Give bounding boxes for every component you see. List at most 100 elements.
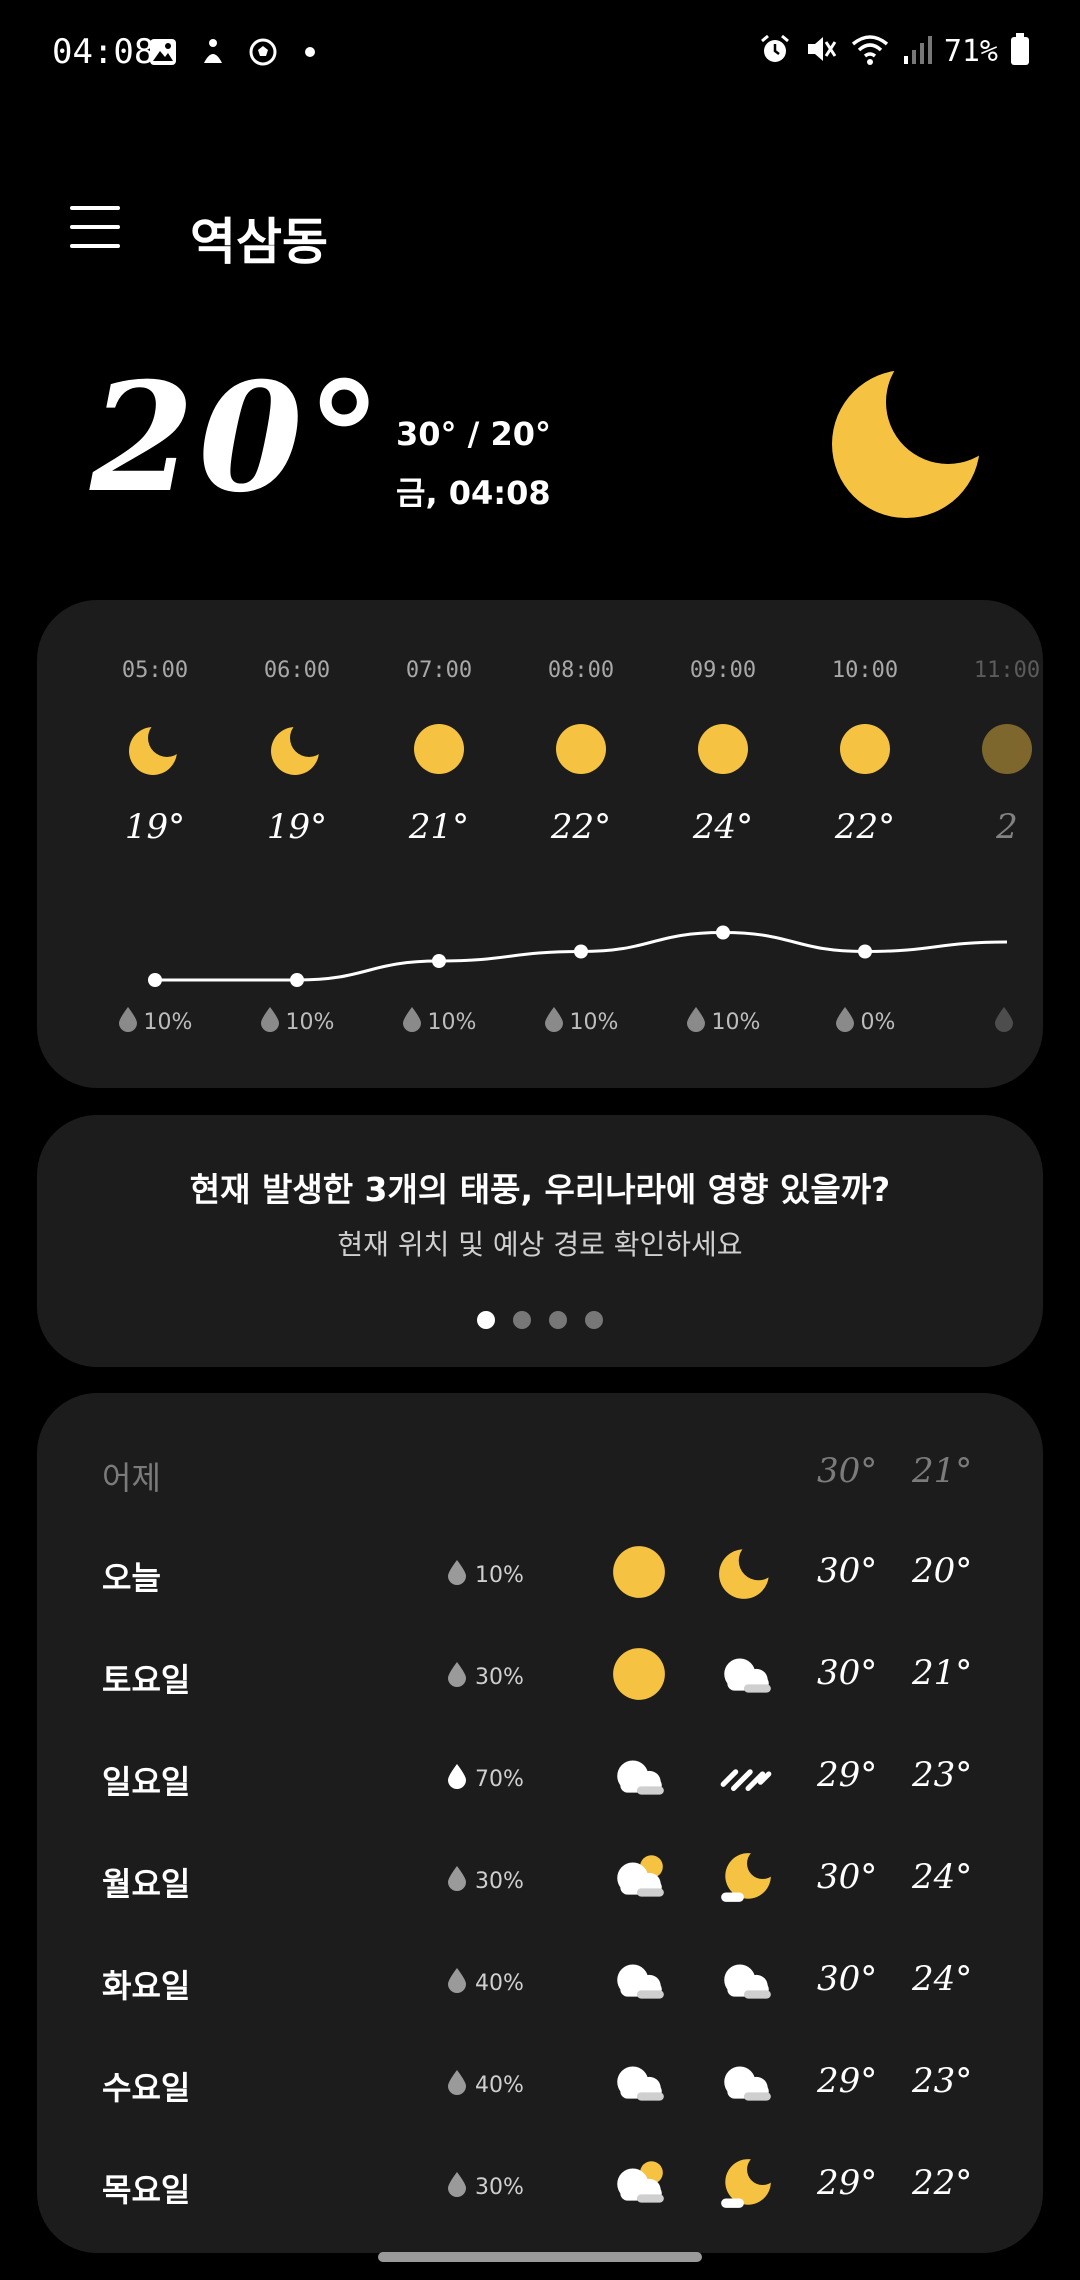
day-precip: 40% (447, 2069, 524, 2101)
sun-icon (695, 721, 751, 777)
menu-button[interactable] (70, 206, 120, 256)
alarm-icon (758, 32, 792, 70)
hour-time: 06:00 (263, 658, 331, 683)
sun-icon (610, 1645, 672, 1701)
current-weather: 20° 30° / 20° 금, 04:08 (0, 350, 1080, 570)
day-precip-value: 70% (475, 1766, 524, 1792)
day-low: 23° (912, 2061, 973, 2101)
day-precip: 30% (447, 1865, 524, 1897)
cloud-icon (610, 2053, 672, 2109)
day-precip-value: 30% (475, 1664, 524, 1690)
day-name: 화요일 (102, 1967, 191, 2005)
hour-temp: 22° (550, 807, 612, 847)
hour-precip-value: 10% (711, 1009, 761, 1035)
hour-time: 08:00 (547, 658, 615, 683)
cloud-icon (610, 1951, 672, 2007)
daily-row[interactable]: 오늘 10% 30° 20° (37, 1533, 1043, 1613)
day-name: 토요일 (102, 1661, 191, 1699)
cloud-sun-icon (610, 1849, 672, 1905)
hour-precip: 10% (521, 1006, 641, 1038)
moon-icon (269, 721, 325, 777)
day-name: 월요일 (102, 1865, 191, 1903)
rain-icon (717, 1747, 779, 1803)
day-high: 29° (817, 2163, 878, 2203)
cloud-icon (717, 1951, 779, 2007)
day-precip-value: 40% (475, 2072, 524, 2098)
hour-precip: 10% (95, 1006, 215, 1038)
hourly-item: 06:00 19° (237, 658, 357, 847)
hour-precip: 0% (805, 1006, 925, 1038)
temperature-point (716, 925, 730, 940)
cloud-icon (610, 1747, 672, 1803)
day-name: 일요일 (102, 1763, 191, 1801)
sun-icon (553, 721, 609, 777)
hourly-item: 07:00 21° (379, 658, 499, 847)
hourly-item: 08:00 22° (521, 658, 641, 847)
sun-icon (979, 721, 1035, 777)
hour-time: 07:00 (405, 658, 473, 683)
hour-temp: 2 (996, 807, 1018, 847)
day-precip-value: 30% (475, 2174, 524, 2200)
pager-dot[interactable] (585, 1311, 603, 1329)
pager-dot[interactable] (477, 1311, 495, 1329)
signal-icon (902, 32, 932, 70)
header: 역삼동 (0, 190, 1080, 280)
navigation-handle[interactable] (378, 2252, 702, 2262)
pager-dot[interactable] (513, 1311, 531, 1329)
hour-time: 11:00 (973, 658, 1041, 683)
current-date-time: 금, 04:08 (396, 474, 551, 512)
hourly-item: 05:00 19° (95, 658, 215, 847)
daily-row[interactable]: 토요일 30% 30° 21° (37, 1635, 1043, 1715)
gallery-icon (145, 34, 181, 70)
temperature-line (148, 925, 1008, 987)
drop-icon (260, 1006, 280, 1038)
hourly-item: 10:00 22° (805, 658, 925, 847)
day-low: 24° (912, 1857, 973, 1897)
hourly-item: 09:00 24° (663, 658, 783, 847)
typhoon-banner[interactable]: 현재 발생한 3개의 태풍, 우리나라에 영향 있을까? 현재 위치 및 예상 … (37, 1115, 1043, 1367)
hour-time: 10:00 (831, 658, 899, 683)
status-right-icons: 71% (758, 32, 1030, 70)
banner-subtitle: 현재 위치 및 예상 경로 확인하세요 (337, 1228, 743, 1261)
day-high: 29° (817, 2061, 878, 2101)
location-title[interactable]: 역삼동 (190, 213, 328, 271)
temperature-point (432, 954, 446, 968)
daily-row[interactable]: 화요일 40% 30° 24° (37, 1941, 1043, 2021)
status-left-icons (145, 34, 315, 70)
banner-title: 현재 발생한 3개의 태풍, 우리나라에 영향 있을까? (189, 1170, 891, 1209)
drop-icon (447, 1661, 467, 1693)
cloud-moon-icon (717, 1849, 779, 1905)
drop-icon (447, 2171, 467, 2203)
day-name: 오늘 (102, 1559, 161, 1597)
day-high: 30° (817, 1551, 878, 1591)
daily-row[interactable]: 목요일 30% 29° 22° (37, 2145, 1043, 2225)
day-name: 수요일 (102, 2069, 191, 2107)
drop-icon (835, 1006, 855, 1038)
hour-precip-value: 10% (427, 1009, 477, 1035)
sun-icon (610, 1543, 672, 1599)
banner-pager[interactable] (37, 1311, 1043, 1329)
mute-icon (804, 32, 838, 70)
day-low: 20° (912, 1551, 973, 1591)
battery-percent: 71% (943, 33, 998, 69)
hourly-forecast-card[interactable]: 05:00 19° 10% 06:00 19° 10% 07:00 21° 10% 08:00 22… (37, 600, 1043, 1088)
day-high: 29° (817, 1755, 878, 1795)
hour-temp: 21° (408, 807, 470, 847)
drop-icon (118, 1006, 138, 1038)
daily-row[interactable]: 일요일 70% 29° 23° (37, 1737, 1043, 1817)
soccer-icon (245, 34, 281, 70)
daily-forecast-card[interactable]: 어제 30° 21° 오늘 10% 30° 20° 토요일 30% 30° 21° 일요일 70%… (37, 1393, 1043, 2253)
hour-precip: 10% (663, 1006, 783, 1038)
sun-icon (837, 721, 893, 777)
day-low: 21° (912, 1653, 973, 1693)
drop-icon (447, 1559, 467, 1591)
hour-precip-value: 10% (143, 1009, 193, 1035)
pager-dot[interactable] (549, 1311, 567, 1329)
person-icon (195, 34, 231, 70)
daily-row[interactable]: 월요일 30% 30° 24° (37, 1839, 1043, 1919)
battery-icon (1010, 32, 1030, 70)
hourly-item: 11:00 2 (947, 658, 1043, 847)
sun-icon (411, 721, 467, 777)
hour-temp: 24° (692, 807, 754, 847)
daily-row[interactable]: 수요일 40% 29° 23° (37, 2043, 1043, 2123)
